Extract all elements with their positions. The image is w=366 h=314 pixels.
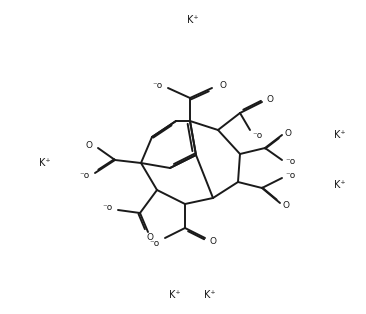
Text: ⁻o: ⁻o: [103, 203, 113, 213]
Text: ⁻o: ⁻o: [252, 131, 262, 139]
Text: K⁺: K⁺: [334, 180, 346, 190]
Text: O: O: [210, 236, 217, 246]
Text: O: O: [220, 82, 227, 90]
Text: ⁻o: ⁻o: [150, 239, 160, 247]
Text: O: O: [283, 202, 290, 210]
Text: O: O: [267, 95, 274, 104]
Text: K⁺: K⁺: [39, 158, 51, 168]
Text: K⁺: K⁺: [204, 290, 216, 300]
Text: O: O: [146, 232, 153, 241]
Text: O: O: [86, 140, 93, 149]
Text: ⁻o: ⁻o: [285, 158, 295, 166]
Text: ⁻o: ⁻o: [80, 171, 90, 181]
Text: ⁻o: ⁻o: [153, 82, 163, 90]
Text: K⁺: K⁺: [187, 15, 199, 25]
Text: O: O: [285, 128, 292, 138]
Text: K⁺: K⁺: [334, 130, 346, 140]
Text: ⁻o: ⁻o: [285, 171, 295, 180]
Text: K⁺: K⁺: [169, 290, 181, 300]
